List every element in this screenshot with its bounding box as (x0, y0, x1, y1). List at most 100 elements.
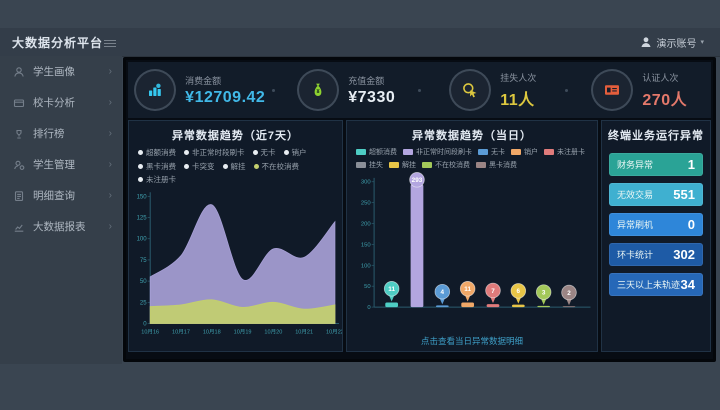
report-icon (13, 221, 25, 233)
stat-pill-1[interactable]: 财务异常 1 (609, 153, 703, 176)
legend-label: 未注册卡 (146, 175, 176, 184)
legend-label: 解挂 (402, 161, 416, 169)
value-balloon (510, 282, 527, 299)
kpi-text: 挂失人次 11人 (500, 71, 536, 110)
svg-text:0: 0 (367, 305, 371, 311)
area-series-1[interactable] (149, 204, 336, 324)
card-loss-icon (449, 69, 492, 111)
stat-pill-2[interactable]: 无效交易 551 (609, 183, 703, 206)
sidebar-item-label: 校卡分析 (33, 97, 75, 109)
sidebar-item-6[interactable]: 大数据报表 › (0, 211, 122, 242)
weekly-legend-item[interactable]: 黑卡消费 (138, 161, 176, 172)
menu-toggle-icon[interactable] (104, 38, 116, 49)
legend-dot-icon (253, 163, 259, 169)
svg-text:2: 2 (567, 289, 571, 296)
bar-4[interactable] (461, 301, 475, 307)
kpi-label: 充值金额 (348, 75, 385, 86)
svg-text:250: 250 (361, 200, 372, 206)
kpi-separator (564, 88, 568, 92)
bar-5[interactable] (486, 303, 500, 307)
weekly-legend-item[interactable]: 解挂 (222, 161, 246, 172)
legend-label: 不在校消费 (261, 161, 300, 171)
kpi-value: 11人 (500, 91, 535, 109)
sidebar-item-2[interactable]: 校卡分析 › (0, 87, 122, 118)
chevron-right-icon: › (108, 128, 112, 139)
area-series-2[interactable] (149, 299, 336, 324)
svg-text:10月21: 10月21 (295, 329, 313, 336)
user-menu[interactable]: 演示账号 ▾ (640, 35, 720, 50)
daily-legend-item[interactable]: 超额消费 (356, 147, 397, 157)
daily-legend-item[interactable]: 销户 (511, 147, 538, 157)
kpi-label: 消费金额 (185, 75, 222, 86)
stat-pill-4[interactable]: 环卡统计 302 (609, 243, 703, 266)
weekly-legend-item[interactable]: 销户 (283, 147, 307, 158)
stat-pill-5[interactable]: 三天以上未轨迹 34 (609, 273, 703, 296)
value-balloon (459, 280, 476, 297)
svg-text:10月16: 10月16 (141, 329, 159, 336)
weekly-legend-item[interactable]: 未注册卡 (138, 174, 176, 185)
legend-label: 卡突变 (192, 161, 215, 171)
stat-value: 302 (673, 247, 695, 262)
daily-legend-item[interactable]: 挂失 (356, 160, 383, 170)
bar-3[interactable] (435, 304, 449, 307)
svg-text:293: 293 (412, 177, 423, 184)
daily-legend-item[interactable]: 无卡 (478, 147, 505, 157)
sidebar-item-4[interactable]: 学生管理 › (0, 149, 122, 180)
weekly-legend-item[interactable]: 卡突变 (184, 161, 215, 172)
chevron-right-icon: › (108, 97, 112, 108)
stat-label: 财务异常 (617, 160, 654, 170)
daily-legend-item[interactable]: 黑卡消费 (476, 160, 517, 170)
stat-pill-3[interactable]: 异常刷机 0 (609, 213, 703, 236)
panel-daily-title: 异常数据趋势（当日） (412, 130, 532, 142)
daily-legend-item[interactable]: 解挂 (389, 160, 416, 170)
chevron-right-icon: › (108, 221, 112, 232)
svg-text:6: 6 (517, 288, 521, 295)
daily-bar-chart[interactable]: 0 50 100 150 200 250 300 11 293 4 11 7 6 3 2 (347, 170, 597, 335)
bar-6[interactable] (511, 304, 525, 307)
svg-text:10月19: 10月19 (234, 329, 252, 336)
weekly-legend-item[interactable]: 非正常时段刷卡 (184, 147, 245, 158)
kpi-text: 充值金额 ¥7330 (348, 74, 395, 107)
sidebar-item-label: 明细查询 (33, 190, 75, 202)
daily-legend-item[interactable]: 非正常时间段刷卡 (403, 147, 472, 157)
panel-terminal-anomaly: 终端业务运行异常 财务异常 1 无效交易 551 异常刷机 0 环卡统计 302 三天以上未轨迹… (601, 120, 711, 352)
sidebar-item-3[interactable]: 排行榜 › (0, 118, 122, 149)
stat-label: 环卡统计 (617, 250, 654, 260)
stat-label: 无效交易 (617, 190, 654, 200)
weekly-area-chart[interactable]: 0 25 50 75 100 125 150 10月16 10月17 10月18 10月19 10月2… (129, 185, 342, 351)
sidebar-item-5[interactable]: 明细查询 › (0, 180, 122, 211)
legend-label: 解挂 (230, 161, 246, 171)
weekly-legend-item[interactable]: 超额消费 (138, 147, 176, 158)
daily-legend-item[interactable]: 不在校消费 (422, 160, 470, 170)
svg-text:10月22: 10月22 (326, 329, 342, 336)
bar-7[interactable] (537, 305, 551, 307)
kpi-card-3: 挂失人次 11人 (421, 69, 565, 111)
weekly-legend-item[interactable]: 不在校消费 (253, 161, 300, 172)
sidebar-item-label: 大数据报表 (33, 221, 86, 233)
legend-label: 黑卡消费 (489, 161, 517, 169)
sidebar-item-1[interactable]: 学生画像 › (0, 56, 122, 87)
sidebar-item-label: 学生画像 (33, 66, 75, 78)
legend-dot-icon (252, 150, 258, 155)
kpi-separator (271, 88, 275, 92)
daily-legend: 超额消费 非正常时间段刷卡 无卡 销户 未注册卡挂失 解挂 不在校消费 黑卡消费 (347, 146, 597, 170)
bar-2[interactable] (410, 184, 424, 307)
legend-label: 无卡 (260, 148, 276, 157)
svg-text:100: 100 (137, 237, 148, 243)
daily-legend-item[interactable]: 未注册卡 (544, 147, 585, 157)
legend-dot-icon (138, 150, 143, 155)
daily-detail-link[interactable]: 点击查看当日异常数据明细 (420, 336, 523, 346)
legend-swatch-icon (356, 149, 366, 155)
weekly-legend-item[interactable]: 无卡 (252, 147, 276, 158)
legend-dot-icon (184, 163, 189, 169)
sidebar-menu: 学生画像 › 校卡分析 › 排行榜 › 学生管理 › 明细查询 › 大数据报表 › (0, 56, 122, 242)
bar-8[interactable] (562, 305, 576, 307)
svg-text:10月20: 10月20 (264, 329, 282, 336)
user-name: 演示账号 (656, 38, 697, 50)
svg-text:10月18: 10月18 (203, 329, 221, 336)
svg-text:125: 125 (137, 216, 148, 222)
bar-1[interactable] (385, 301, 399, 307)
panel-stats-title: 终端业务运行异常 (608, 130, 704, 142)
panel-weekly-trend: 异常数据趋势（近7天） 超额消费 非正常时段刷卡 无卡 销户 黑卡消费 卡突变 解挂 不在校消… (128, 120, 343, 352)
panel-daily-trend: 异常数据趋势（当日） 超额消费 非正常时间段刷卡 无卡 销户 未注册卡挂失 解挂 不在校消费… (346, 120, 598, 352)
